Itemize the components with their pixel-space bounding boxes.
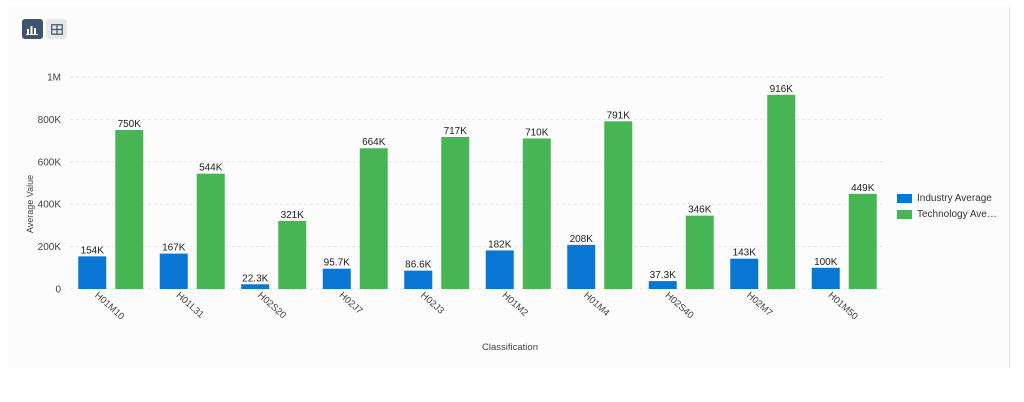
bar-industry-average-h02j7[interactable] — [323, 269, 351, 289]
data-label: 143K — [733, 248, 757, 259]
data-label: 95.7K — [324, 258, 350, 269]
bar-technology-average-h01m2[interactable] — [523, 138, 551, 289]
bar-industry-average-h02m7[interactable] — [730, 259, 758, 289]
y-tick-label: 400K — [38, 200, 62, 211]
bar-industry-average-h02s20[interactable] — [241, 284, 269, 289]
data-label: 544K — [199, 163, 223, 174]
gridlines — [70, 77, 885, 289]
bar-industry-average-h01m2[interactable] — [486, 250, 514, 289]
bar-technology-average-h01m50[interactable] — [849, 194, 877, 289]
data-label: 208K — [570, 234, 594, 245]
bar-technology-average-h02s20[interactable] — [278, 221, 306, 289]
bar-technology-average-h01m10[interactable] — [115, 130, 143, 289]
x-tick-label: H02M7 — [744, 290, 774, 319]
y-tick-label: 0 — [55, 285, 61, 296]
data-label: 321K — [281, 210, 305, 221]
bar-industry-average-h01m4[interactable] — [567, 245, 595, 289]
bar-industry-average-h02j3[interactable] — [404, 271, 432, 289]
data-label: 37.3K — [650, 270, 676, 281]
y-tick-label: 800K — [38, 115, 62, 126]
x-tick-label: H01M50 — [826, 290, 860, 322]
legend-item-industry-average[interactable]: Industry Average — [897, 190, 997, 206]
bar-industry-average-h01m10[interactable] — [78, 256, 106, 289]
bar-technology-average-h02s40[interactable] — [686, 216, 714, 289]
x-axis-ticks: H01M10 H01L31 H02S20 H02J7 H02J3 H01M2 H01M4 H0… — [92, 290, 860, 322]
data-label: 717K — [444, 126, 468, 137]
data-label: 916K — [770, 84, 794, 95]
bar-industry-average-h02s40[interactable] — [649, 281, 677, 289]
data-label: 86.6K — [405, 260, 431, 271]
x-tick-label: H01L31 — [174, 290, 206, 320]
data-label: 22.3K — [242, 273, 268, 284]
x-tick-label: H02J3 — [418, 290, 446, 317]
legend-label: Technology Aver... — [917, 209, 997, 220]
bar-technology-average-h02j3[interactable] — [441, 137, 469, 289]
data-label: 346K — [688, 205, 712, 216]
data-label: 750K — [118, 119, 142, 130]
y-tick-label: 200K — [38, 242, 62, 253]
y-axis-title: Average Value — [25, 159, 35, 249]
bar-technology-average-h02m7[interactable] — [767, 95, 795, 289]
y-tick-label: 600K — [38, 157, 62, 168]
x-tick-label: H01M10 — [92, 290, 126, 322]
data-label: 100K — [814, 257, 838, 268]
bar-industry-average-h01m50[interactable] — [812, 268, 840, 289]
bar-technology-average-h01l31[interactable] — [197, 174, 225, 289]
y-tick-label: 1M — [47, 73, 61, 84]
x-tick-label: H02J7 — [337, 290, 365, 317]
bars — [78, 95, 877, 289]
legend-swatch — [897, 194, 912, 203]
bar-technology-average-h01m4[interactable] — [604, 121, 632, 289]
data-label: 182K — [488, 239, 512, 250]
x-tick-label: H01M2 — [500, 290, 530, 319]
legend-swatch — [897, 210, 912, 219]
x-tick-label: H02S40 — [663, 290, 696, 321]
legend-item-technology-average[interactable]: Technology Aver... — [897, 206, 997, 222]
bar-industry-average-h01l31[interactable] — [160, 254, 188, 289]
data-label: 791K — [607, 110, 631, 121]
data-label: 154K — [81, 245, 105, 256]
x-axis-title: Classification — [430, 342, 590, 353]
x-tick-label: H02S20 — [255, 290, 288, 321]
legend-label: Industry Average — [917, 193, 992, 204]
bar-technology-average-h02j7[interactable] — [360, 148, 388, 289]
data-label: 167K — [162, 243, 186, 254]
y-axis-ticks: 0 200K 400K 600K 800K 1M — [38, 73, 62, 296]
data-label: 664K — [362, 137, 386, 148]
data-label: 449K — [851, 183, 875, 194]
data-label: 710K — [525, 127, 549, 138]
x-tick-label: H01M4 — [581, 290, 611, 319]
chart-legend: Industry Average Technology Aver... — [897, 190, 997, 222]
